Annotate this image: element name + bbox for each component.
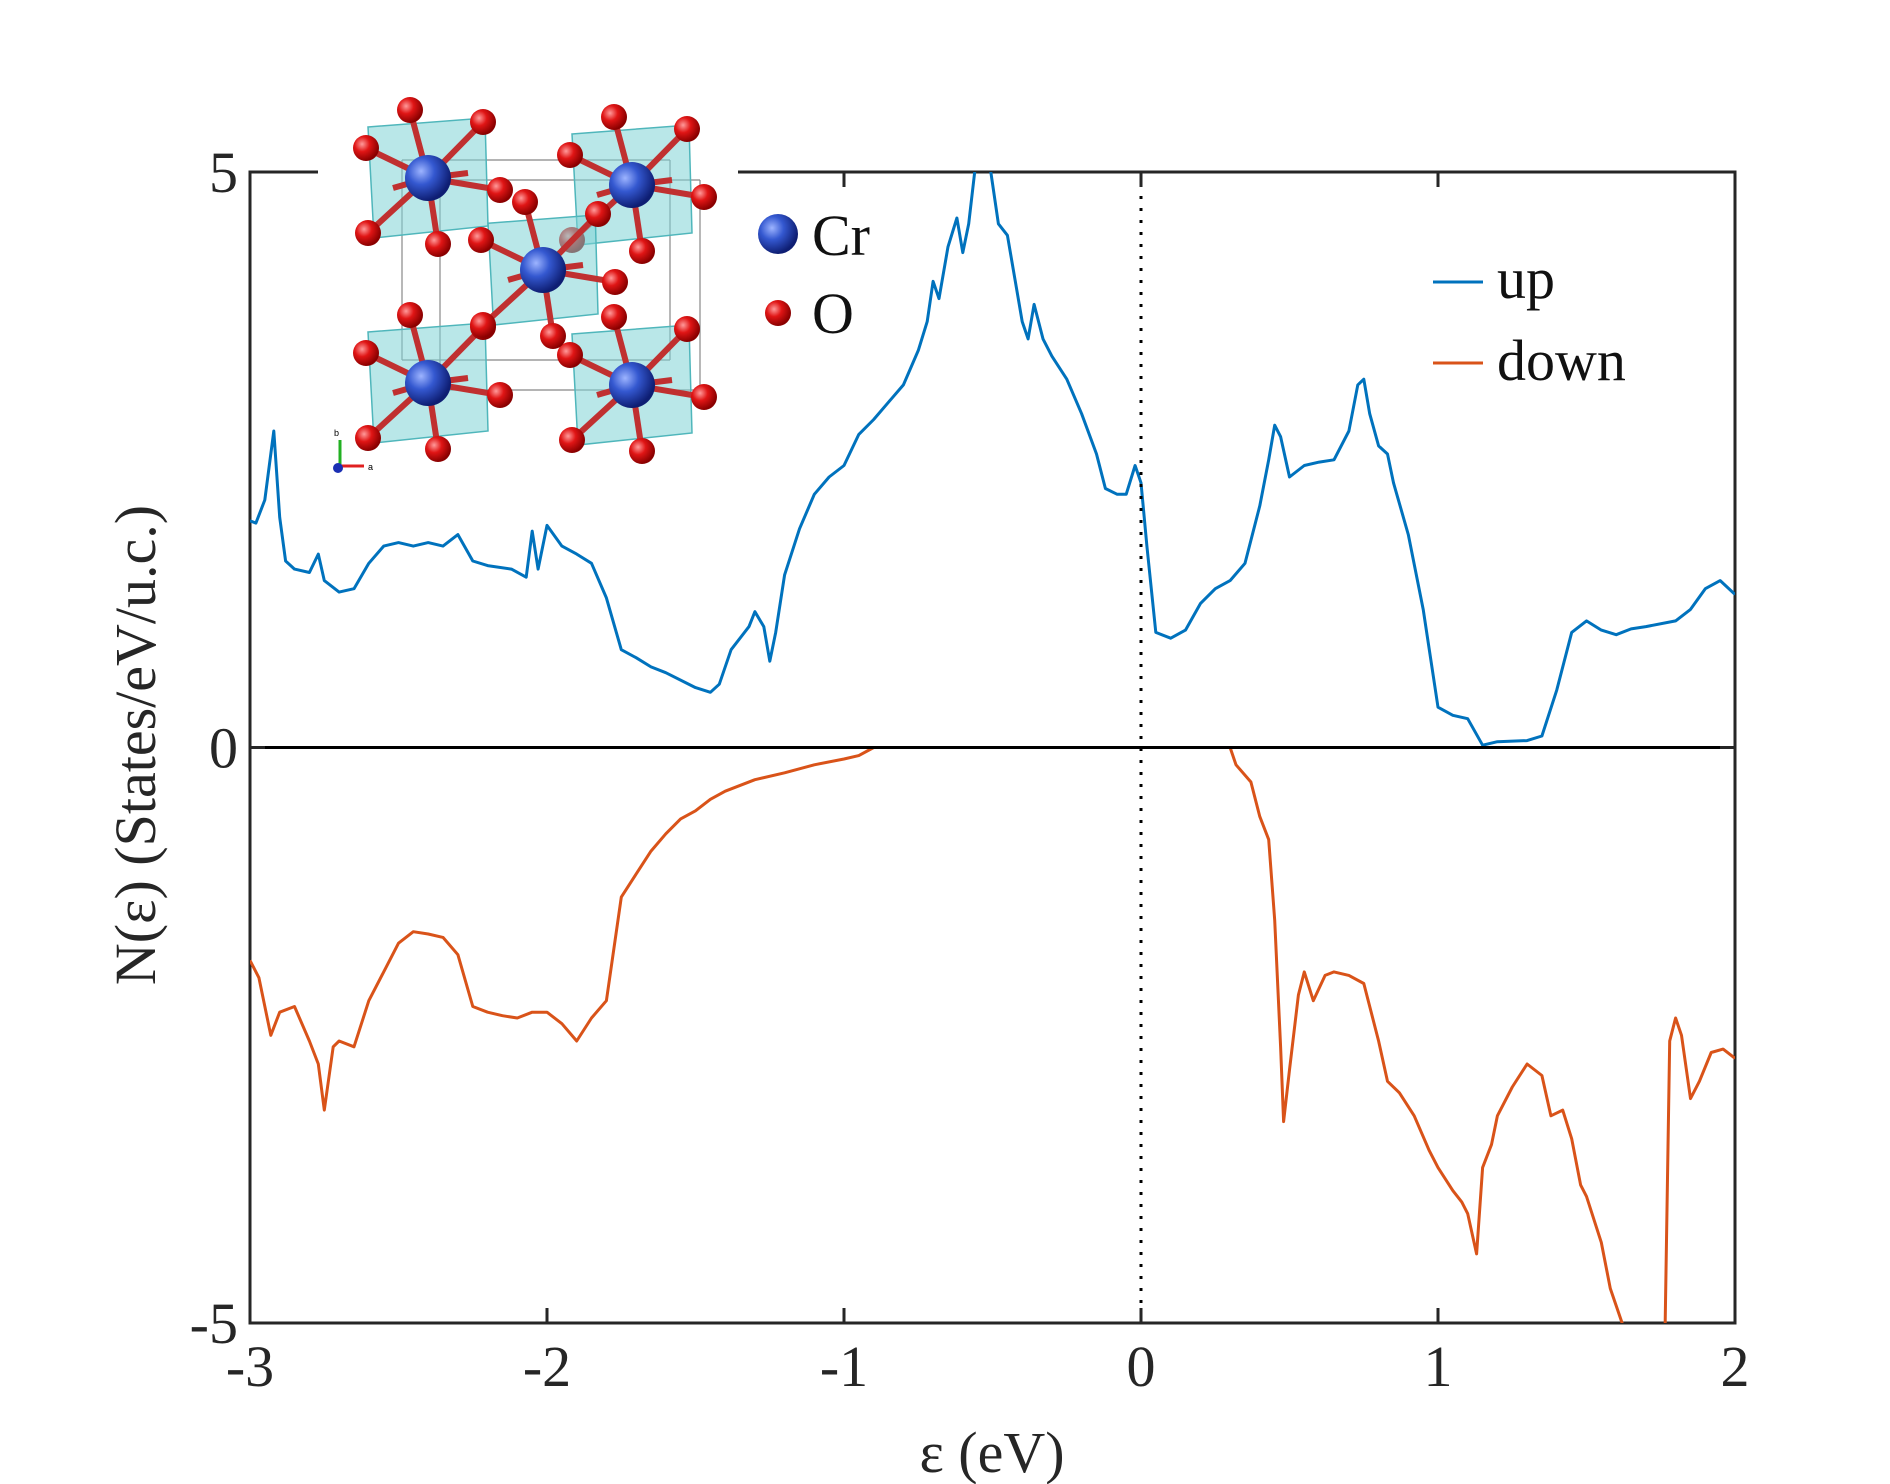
oxygen-atom <box>397 302 423 328</box>
orientation-axes: b a <box>333 428 373 473</box>
oxygen-atom <box>353 135 379 161</box>
legend: up down <box>1433 246 1626 393</box>
oxygen-atom <box>487 382 513 408</box>
oxygen-atom <box>601 104 627 130</box>
oxygen-atom <box>512 189 538 215</box>
series-layer <box>250 172 1735 1323</box>
c-axis-dot <box>333 463 343 473</box>
oxygen-atom <box>557 142 583 168</box>
x-axis-title: ε (eV) <box>919 1420 1064 1484</box>
y-tick-label: 0 <box>209 716 238 781</box>
oxygen-atom <box>425 231 451 257</box>
oxygen-atom <box>540 323 566 349</box>
series-line-up <box>250 172 1735 747</box>
b-axis-label: b <box>334 428 339 438</box>
x-tick-label: -3 <box>226 1334 274 1399</box>
crystal-structure-inset: b a Cr O <box>318 76 870 486</box>
oxygen-atom <box>468 227 494 253</box>
axis-titles: ε (eV) N(ε) (States/eV/u.c.) <box>103 505 1065 1484</box>
y-axis-title: N(ε) (States/eV/u.c.) <box>103 505 168 985</box>
oxygen-atom <box>470 312 496 338</box>
oxygen-atom <box>355 425 381 451</box>
legend-label-down: down <box>1497 328 1626 393</box>
oxygen-atom <box>691 184 717 210</box>
oxygen-atom <box>674 116 700 142</box>
oxygen-atom <box>559 427 585 453</box>
chromium-atom <box>609 362 655 408</box>
y-tick-label: -5 <box>190 1291 238 1356</box>
oxygen-atom <box>353 340 379 366</box>
oxygen-atom <box>629 438 655 464</box>
series-line-down <box>250 746 1735 1323</box>
chromium-atom <box>520 247 566 293</box>
cr-legend-marker <box>758 214 798 254</box>
x-tick-label: -2 <box>523 1334 571 1399</box>
x-tick-label: 2 <box>1721 1334 1750 1399</box>
oxygen-atom <box>674 316 700 342</box>
x-tick-label: -1 <box>820 1334 868 1399</box>
o-legend-label: O <box>812 281 854 346</box>
y-tick-label: 5 <box>209 140 238 205</box>
a-axis-label: a <box>368 462 373 472</box>
plot-area: -3 -2 -1 0 1 2 -5 0 5 <box>190 140 1750 1399</box>
chromium-atom <box>609 162 655 208</box>
crystal-structure-image <box>353 97 717 464</box>
chromium-atom <box>405 155 451 201</box>
oxygen-atom <box>602 269 628 295</box>
oxygen-atom <box>601 304 627 330</box>
oxygen-atom <box>487 177 513 203</box>
oxygen-atom <box>691 384 717 410</box>
ticks-layer: -3 -2 -1 0 1 2 -5 0 5 <box>190 140 1750 1399</box>
chromium-atom <box>405 360 451 406</box>
oxygen-atom <box>397 97 423 123</box>
oxygen-atom <box>629 238 655 264</box>
oxygen-atom <box>585 201 611 227</box>
oxygen-atom <box>470 109 496 135</box>
oxygen-atom <box>355 220 381 246</box>
o-legend-marker <box>765 300 791 326</box>
legend-label-up: up <box>1497 246 1555 311</box>
oxygen-atom <box>557 342 583 368</box>
oxygen-atom <box>425 436 451 462</box>
x-tick-label: 1 <box>1424 1334 1453 1399</box>
cr-legend-label: Cr <box>812 203 870 268</box>
x-tick-label: 0 <box>1127 1334 1156 1399</box>
